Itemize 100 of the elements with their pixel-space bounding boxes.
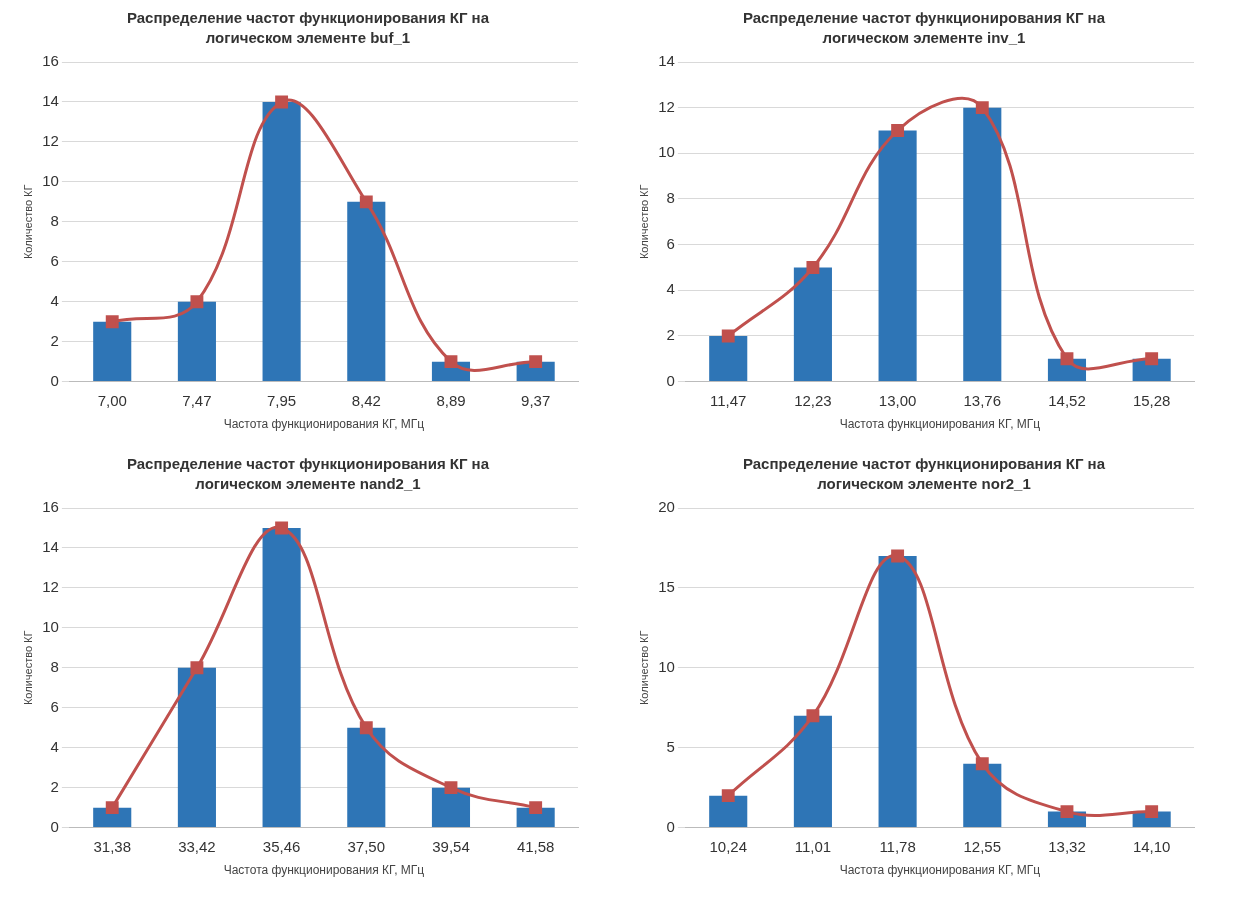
y-tick-label: 10 — [658, 657, 675, 675]
y-tick-label: 10 — [42, 171, 59, 189]
y-tick-label: 14 — [658, 52, 675, 70]
bar — [793, 267, 832, 382]
bar — [347, 727, 386, 828]
y-axis-title: Количество КГ — [21, 630, 34, 706]
x-axis-title: Частота функционирования КГ, МГц — [223, 417, 425, 432]
y-tick-label: 6 — [50, 697, 59, 715]
point — [190, 661, 204, 675]
bar — [963, 107, 1002, 382]
x-tick-label: 12,23 — [794, 391, 832, 409]
y-tick-label: 0 — [50, 371, 59, 389]
point — [975, 101, 989, 115]
chart-title: Распределение частот функционирования КГ на логическом элементе buf_1 — [125, 8, 491, 48]
y-tick-label: 12 — [42, 132, 59, 150]
point — [444, 355, 458, 369]
y-tick-label: 16 — [42, 498, 59, 516]
y-tick-label: 15 — [658, 578, 675, 596]
point — [721, 329, 735, 343]
bar — [878, 130, 917, 382]
y-tick-label: 8 — [50, 657, 59, 675]
y-tick-label: 12 — [42, 578, 59, 596]
x-tick-label: 41,58 — [516, 837, 555, 855]
x-tick-label: 13,76 — [963, 391, 1002, 409]
bar — [878, 555, 917, 828]
point — [1060, 352, 1074, 366]
x-axis-title: Частота функционирования КГ, МГц — [223, 863, 425, 878]
bar — [431, 787, 471, 828]
chart-title: Распределение частот функционирования КГ на логическом элементе nand2_1 — [125, 454, 491, 494]
bar — [177, 301, 216, 382]
chart-title: Распределение частот функционирования КГ на логическом элементе inv_1 — [741, 8, 1107, 48]
y-tick-label: 6 — [50, 251, 59, 269]
y-axis-title: Количество КГ — [21, 184, 34, 260]
x-tick-label: 8,89 — [436, 391, 466, 409]
y-tick-label: 0 — [666, 817, 675, 835]
point — [721, 789, 735, 803]
y-tick-label: 8 — [666, 189, 675, 207]
x-axis-title: Частота функционирования КГ, МГц — [839, 417, 1041, 432]
point — [359, 195, 373, 209]
y-tick-label: 14 — [42, 92, 59, 110]
point — [105, 315, 119, 329]
x-tick-label: 14,52 — [1048, 391, 1086, 409]
bar — [262, 527, 301, 828]
point — [444, 781, 458, 795]
x-tick-label: 15,28 — [1132, 391, 1171, 409]
point — [891, 549, 905, 563]
y-tick-label: 4 — [50, 291, 59, 309]
point — [806, 261, 820, 274]
point — [529, 355, 543, 369]
x-tick-label: 12,55 — [963, 837, 1002, 855]
point — [359, 721, 373, 735]
x-axis-title: Частота функционирования КГ, МГц — [839, 863, 1041, 878]
y-tick-label: 4 — [666, 280, 675, 298]
bar — [709, 335, 748, 382]
x-tick-label: 11,01 — [794, 837, 832, 855]
x-tick-label: 11,47 — [710, 391, 747, 409]
y-tick-label: 5 — [666, 737, 675, 755]
y-tick-label: 4 — [50, 737, 59, 755]
point — [891, 124, 905, 137]
bar — [347, 201, 386, 382]
y-tick-label: 6 — [666, 234, 675, 252]
bar — [93, 321, 132, 382]
x-tick-label: 9,37 — [521, 391, 551, 409]
point — [105, 801, 119, 815]
y-tick-label: 10 — [42, 617, 59, 635]
y-tick-label: 10 — [658, 143, 675, 161]
y-tick-label: 0 — [666, 371, 675, 389]
bar — [262, 101, 301, 382]
y-tick-label: 14 — [42, 538, 59, 556]
chart-title: Распределение частот функционирования КГ на логическом элементе nor2_1 — [741, 454, 1107, 494]
bar — [793, 715, 832, 828]
point — [275, 521, 289, 535]
point — [806, 709, 820, 723]
x-tick-label: 33,42 — [178, 837, 216, 855]
x-tick-label: 7,00 — [97, 391, 127, 409]
bar — [709, 795, 748, 828]
y-tick-label: 12 — [658, 97, 675, 115]
y-axis-title: Количество КГ — [637, 184, 650, 260]
point — [529, 801, 543, 815]
point — [1145, 352, 1159, 366]
point — [975, 757, 989, 771]
x-tick-label: 31,38 — [93, 837, 131, 855]
x-tick-label: 13,32 — [1048, 837, 1086, 855]
bar — [177, 667, 216, 828]
bar — [963, 763, 1002, 828]
y-tick-label: 8 — [50, 211, 59, 229]
y-axis-title: Количество КГ — [637, 630, 650, 706]
y-tick-label: 2 — [666, 326, 675, 344]
y-tick-label: 2 — [50, 331, 59, 349]
y-tick-label: 0 — [50, 817, 59, 835]
point — [275, 95, 289, 109]
x-tick-label: 8,42 — [351, 391, 381, 409]
x-tick-label: 11,78 — [879, 837, 916, 855]
point — [190, 295, 204, 309]
x-tick-label: 37,50 — [347, 837, 386, 855]
y-tick-label: 16 — [42, 52, 59, 70]
y-tick-label: 2 — [50, 777, 59, 795]
x-tick-label: 7,95 — [267, 391, 297, 409]
x-tick-label: 7,47 — [182, 391, 212, 409]
x-tick-label: 14,10 — [1132, 837, 1171, 855]
